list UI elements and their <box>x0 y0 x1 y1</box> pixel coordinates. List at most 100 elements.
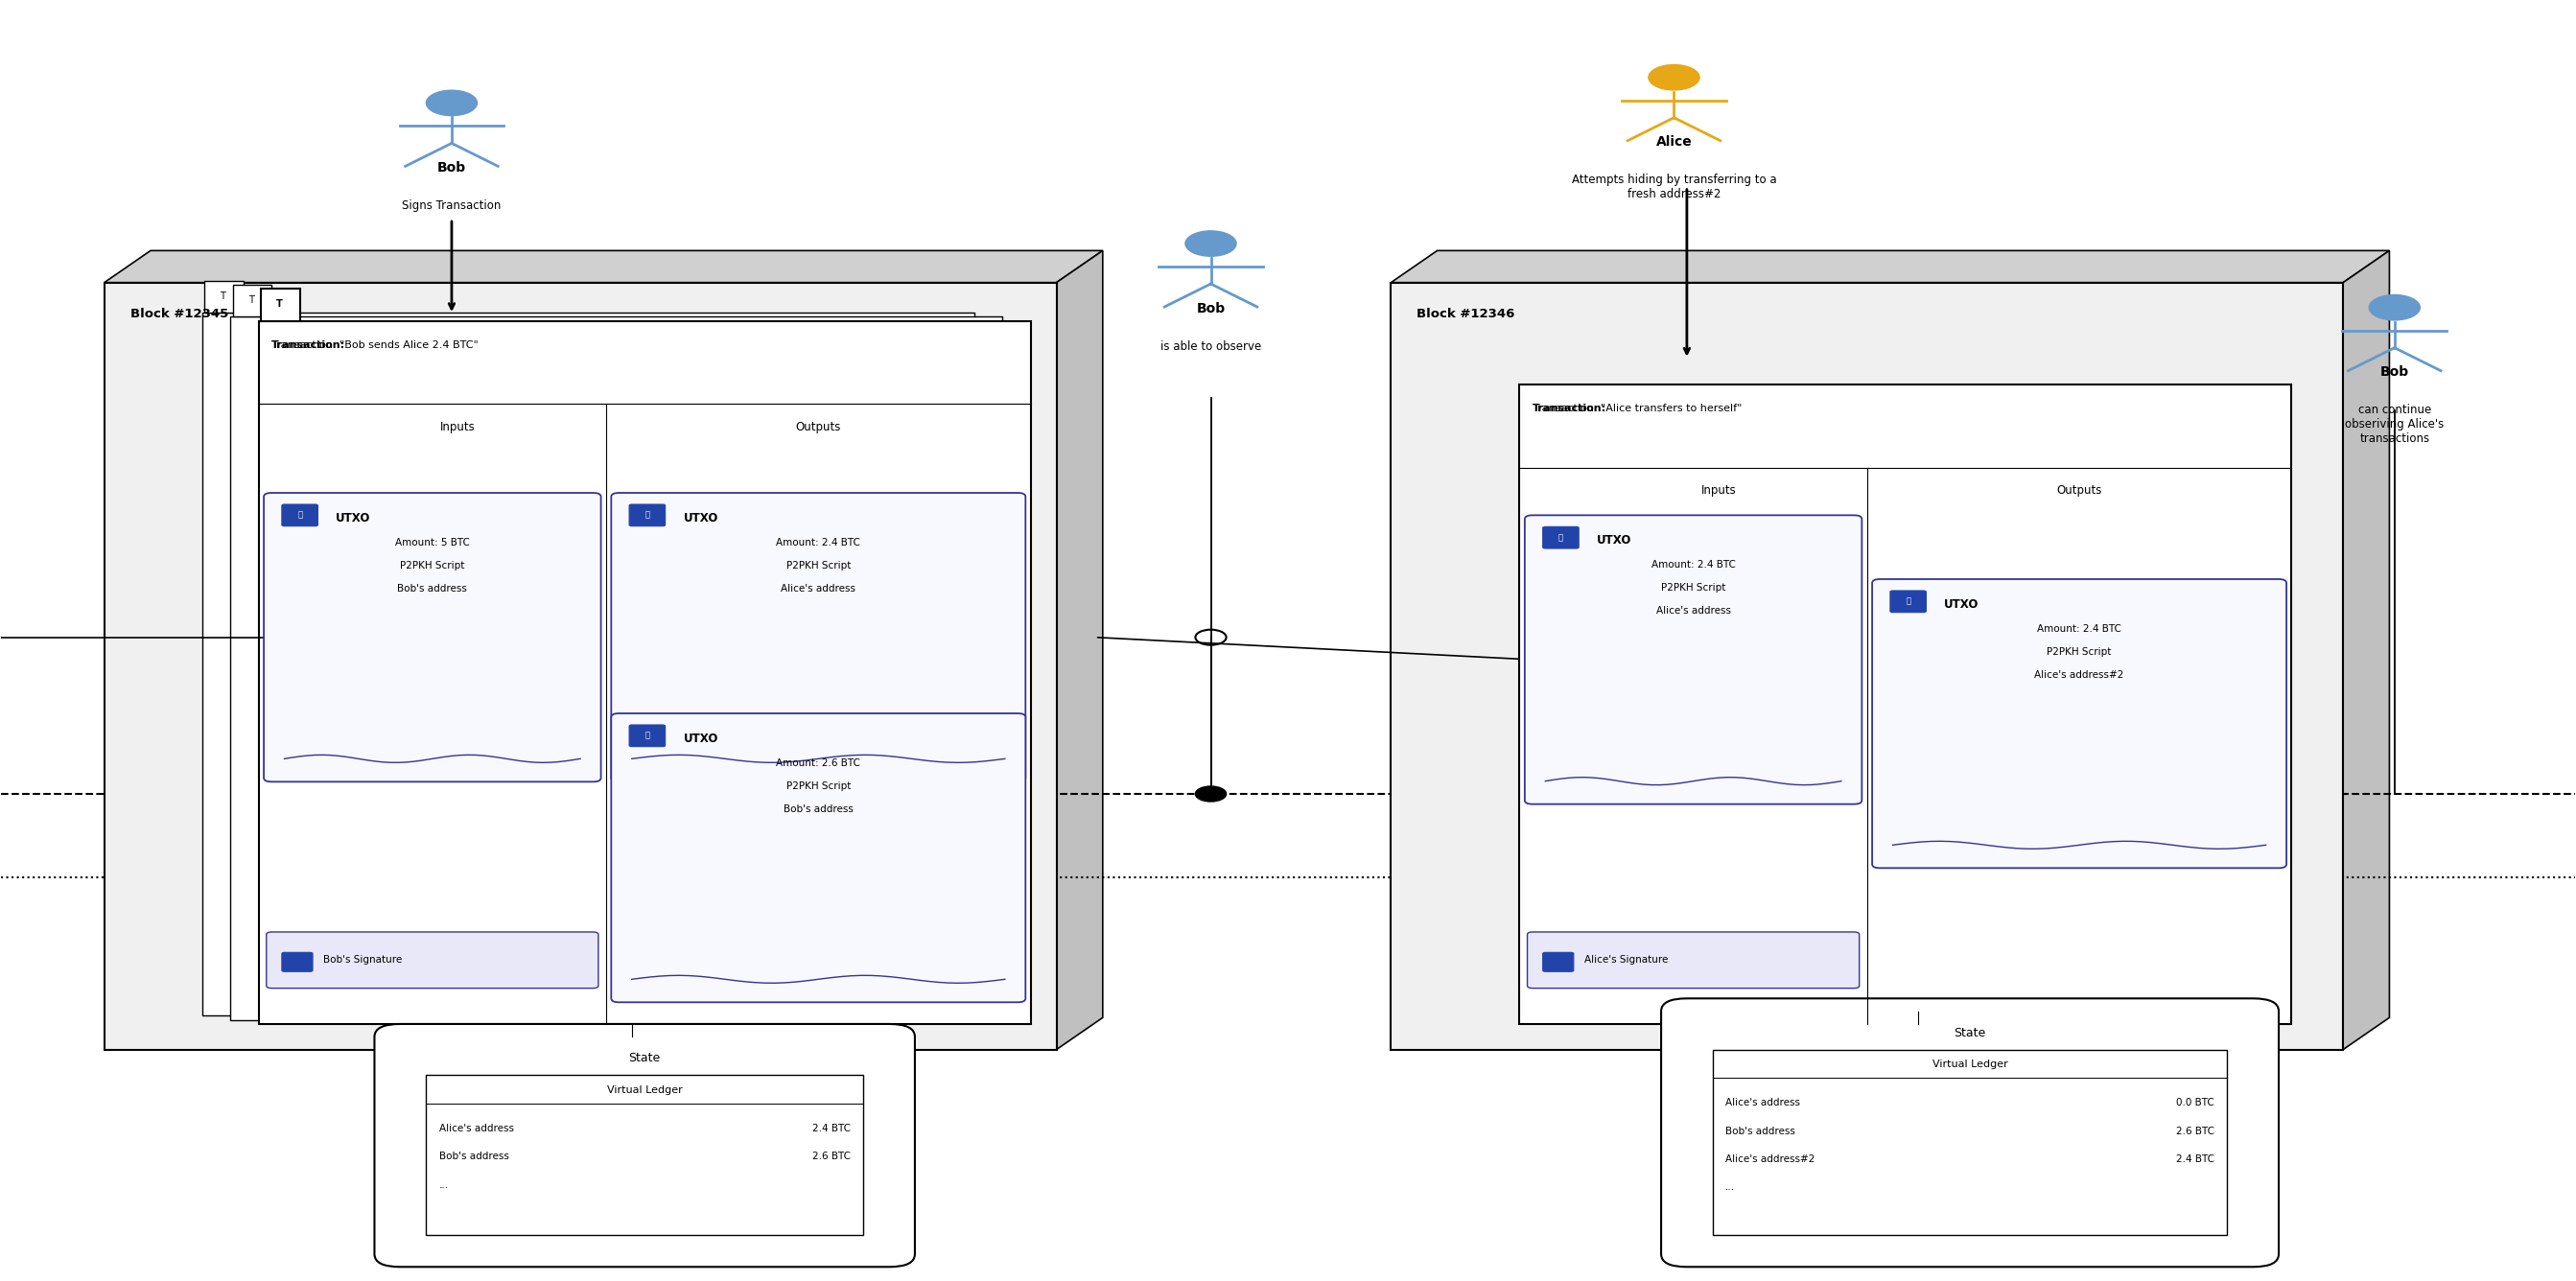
FancyBboxPatch shape <box>1713 1049 2228 1235</box>
Text: Block #12345: Block #12345 <box>129 309 229 320</box>
Text: Bob's address: Bob's address <box>783 804 853 813</box>
Text: 2.4 BTC: 2.4 BTC <box>2177 1154 2215 1164</box>
Polygon shape <box>103 251 1103 283</box>
FancyBboxPatch shape <box>374 1024 914 1267</box>
Text: Amount: 5 BTC: Amount: 5 BTC <box>394 538 469 547</box>
Text: P2PKH Script: P2PKH Script <box>786 781 850 790</box>
FancyBboxPatch shape <box>1525 515 1862 804</box>
Text: 2.6 BTC: 2.6 BTC <box>2177 1126 2215 1136</box>
Polygon shape <box>1056 251 1103 1049</box>
Text: P2PKH Script: P2PKH Script <box>1662 583 1726 593</box>
FancyBboxPatch shape <box>629 725 665 747</box>
Text: Alice's address#2: Alice's address#2 <box>1726 1154 1816 1164</box>
Text: 🔒: 🔒 <box>296 511 301 520</box>
FancyBboxPatch shape <box>1543 952 1574 971</box>
Text: T: T <box>247 296 255 305</box>
Text: 0.0 BTC: 0.0 BTC <box>2177 1098 2215 1108</box>
Text: Alice: Alice <box>1656 136 1692 149</box>
Text: Alice's address: Alice's address <box>1656 606 1731 616</box>
FancyBboxPatch shape <box>1891 591 1927 612</box>
FancyBboxPatch shape <box>1543 526 1579 548</box>
Text: Transaction: "Alice transfers to herself": Transaction: "Alice transfers to herself… <box>1533 404 1741 414</box>
Text: UTXO: UTXO <box>1945 598 1978 611</box>
Text: Bob's address: Bob's address <box>438 1152 507 1162</box>
Circle shape <box>425 90 477 115</box>
Text: Alice's address: Alice's address <box>1726 1098 1801 1108</box>
Text: Bob: Bob <box>438 161 466 174</box>
FancyBboxPatch shape <box>629 505 665 526</box>
FancyBboxPatch shape <box>204 281 242 313</box>
Text: Amount: 2.4 BTC: Amount: 2.4 BTC <box>775 538 860 547</box>
Text: 🔒: 🔒 <box>644 511 649 520</box>
Text: Alice's address: Alice's address <box>438 1123 513 1134</box>
Text: 🔒: 🔒 <box>1558 533 1564 542</box>
Circle shape <box>2370 295 2419 320</box>
Text: UTXO: UTXO <box>335 512 371 524</box>
Text: Virtual Ledger: Virtual Ledger <box>608 1085 683 1095</box>
Circle shape <box>1195 787 1226 802</box>
Polygon shape <box>1391 251 2391 283</box>
Text: State: State <box>629 1052 659 1065</box>
FancyBboxPatch shape <box>265 933 598 988</box>
Text: Alice's Signature: Alice's Signature <box>1584 956 1667 965</box>
FancyBboxPatch shape <box>263 493 600 781</box>
FancyBboxPatch shape <box>611 714 1025 1002</box>
Text: Amount: 2.4 BTC: Amount: 2.4 BTC <box>2038 624 2123 634</box>
Text: State: State <box>1955 1026 1986 1039</box>
Text: P2PKH Script: P2PKH Script <box>786 561 850 570</box>
Text: T: T <box>276 300 283 309</box>
FancyBboxPatch shape <box>201 313 974 1016</box>
Text: 🔒: 🔒 <box>1906 597 1911 606</box>
Text: UTXO: UTXO <box>683 512 719 524</box>
Text: Bob's Signature: Bob's Signature <box>322 956 402 965</box>
Text: P2PKH Script: P2PKH Script <box>2048 647 2112 656</box>
Text: T: T <box>219 291 227 301</box>
FancyBboxPatch shape <box>1662 998 2280 1267</box>
FancyBboxPatch shape <box>232 284 270 316</box>
Text: P2PKH Script: P2PKH Script <box>399 561 464 570</box>
Polygon shape <box>2344 251 2391 1049</box>
FancyBboxPatch shape <box>281 505 317 526</box>
Text: is able to observe: is able to observe <box>1159 339 1262 352</box>
FancyBboxPatch shape <box>425 1075 863 1235</box>
Text: 2.4 BTC: 2.4 BTC <box>811 1123 850 1134</box>
Text: Amount: 2.4 BTC: Amount: 2.4 BTC <box>1651 560 1736 570</box>
Text: Transaction:: Transaction: <box>270 339 345 350</box>
Text: Bob's address: Bob's address <box>397 584 466 593</box>
Circle shape <box>1185 231 1236 256</box>
Text: Transaction: "Bob sends Alice 2.4 BTC": Transaction: "Bob sends Alice 2.4 BTC" <box>270 339 479 350</box>
Text: Amount: 2.6 BTC: Amount: 2.6 BTC <box>775 758 860 767</box>
Text: Signs Transaction: Signs Transaction <box>402 200 502 211</box>
FancyBboxPatch shape <box>1528 933 1860 988</box>
Text: Outputs: Outputs <box>2056 484 2102 497</box>
FancyBboxPatch shape <box>1873 579 2287 869</box>
FancyBboxPatch shape <box>281 952 312 971</box>
Circle shape <box>1649 65 1700 90</box>
FancyBboxPatch shape <box>258 322 1030 1024</box>
FancyBboxPatch shape <box>260 290 299 322</box>
FancyBboxPatch shape <box>1520 384 2293 1024</box>
Text: can continue
obseriving Alice's
transactions: can continue obseriving Alice's transact… <box>2344 404 2445 446</box>
Text: ...: ... <box>438 1180 448 1190</box>
Text: Attempts hiding by transferring to a
fresh address#2: Attempts hiding by transferring to a fre… <box>1571 174 1777 201</box>
Text: Bob: Bob <box>1195 302 1226 315</box>
Text: Outputs: Outputs <box>796 420 842 433</box>
Text: 2.6 BTC: 2.6 BTC <box>811 1152 850 1162</box>
Text: Transaction:: Transaction: <box>1533 404 1607 414</box>
FancyBboxPatch shape <box>229 316 1002 1020</box>
Text: UTXO: UTXO <box>683 733 719 746</box>
Text: Bob's address: Bob's address <box>1726 1126 1795 1136</box>
Text: Block #12346: Block #12346 <box>1417 309 1515 320</box>
Text: Bob: Bob <box>2380 365 2409 379</box>
Text: Alice's address#2: Alice's address#2 <box>2035 670 2125 679</box>
FancyBboxPatch shape <box>1391 283 2344 1049</box>
Text: UTXO: UTXO <box>1597 534 1631 547</box>
Text: Virtual Ledger: Virtual Ledger <box>1932 1059 2007 1070</box>
Text: Inputs: Inputs <box>1700 484 1736 497</box>
FancyBboxPatch shape <box>611 493 1025 781</box>
Text: Alice's address: Alice's address <box>781 584 855 593</box>
Text: Inputs: Inputs <box>440 420 477 433</box>
Text: 🔒: 🔒 <box>644 731 649 740</box>
Text: ...: ... <box>1726 1182 1736 1193</box>
FancyBboxPatch shape <box>103 283 1056 1049</box>
